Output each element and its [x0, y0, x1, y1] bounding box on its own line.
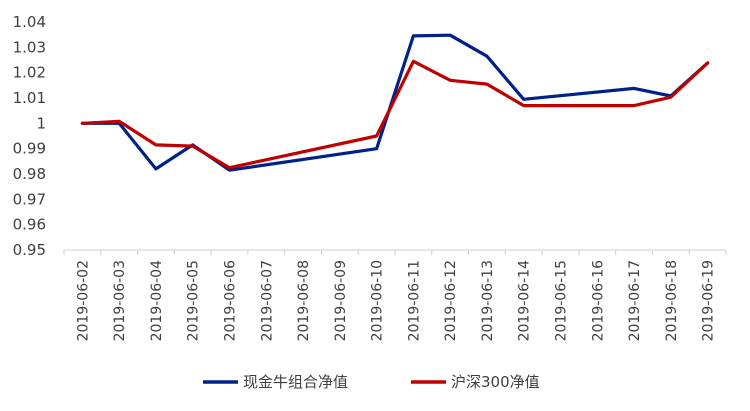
x-tick-label: 2019-06-17	[627, 260, 643, 341]
series-line-2	[80, 59, 710, 170]
legend: 现金牛组合净值 沪深300净值	[203, 373, 540, 391]
x-tick-label: 2019-06-07	[259, 260, 275, 341]
y-tick-label: 1	[36, 114, 46, 132]
x-tick-label: 2019-06-12	[443, 260, 459, 341]
y-tick-label: 1.02	[13, 64, 46, 82]
y-tick-label: 0.99	[13, 140, 46, 158]
x-tick-label: 2019-06-16	[590, 260, 606, 341]
x-tick-label: 2019-06-08	[296, 260, 312, 341]
x-tick-label: 2019-06-10	[370, 260, 386, 341]
x-tick-label: 2019-06-18	[664, 260, 680, 341]
series-layer	[80, 33, 710, 172]
y-tick-label: 0.97	[13, 190, 46, 208]
x-tick-label: 2019-06-06	[223, 260, 239, 341]
x-tick-label: 2019-06-03	[112, 260, 128, 341]
x-tick-label: 2019-06-13	[480, 260, 496, 341]
series-line-1	[80, 33, 710, 172]
y-tick-label: 1.01	[13, 89, 46, 107]
x-tick-label: 2019-06-05	[186, 260, 202, 341]
y-tick-label: 1.03	[13, 38, 46, 56]
x-tick-label: 2019-06-19	[701, 260, 717, 341]
y-tick-label: 0.96	[13, 216, 46, 234]
x-axis: 2019-06-02 2019-06-03 2019-06-04 2019-06-05…	[63, 249, 727, 341]
y-tick-label: 1.04	[13, 13, 46, 31]
x-tick-label: 2019-06-09	[333, 260, 349, 341]
y-tick-label: 0.98	[13, 165, 46, 183]
y-tick-label: 0.95	[13, 241, 46, 259]
x-tick-label: 2019-06-14	[517, 260, 533, 341]
y-axis: 0.95 0.96 0.97 0.98 0.99 1 1.01 1.02 1.03 1.04	[13, 13, 46, 259]
x-tick-label: 2019-06-04	[149, 260, 165, 341]
x-tick-label: 2019-06-02	[75, 260, 91, 341]
legend-label: 沪深300净值	[451, 373, 540, 391]
legend-label: 现金牛组合净值	[243, 373, 348, 391]
x-tick-label: 2019-06-11	[406, 260, 422, 341]
x-tick-label: 2019-06-15	[554, 260, 570, 341]
